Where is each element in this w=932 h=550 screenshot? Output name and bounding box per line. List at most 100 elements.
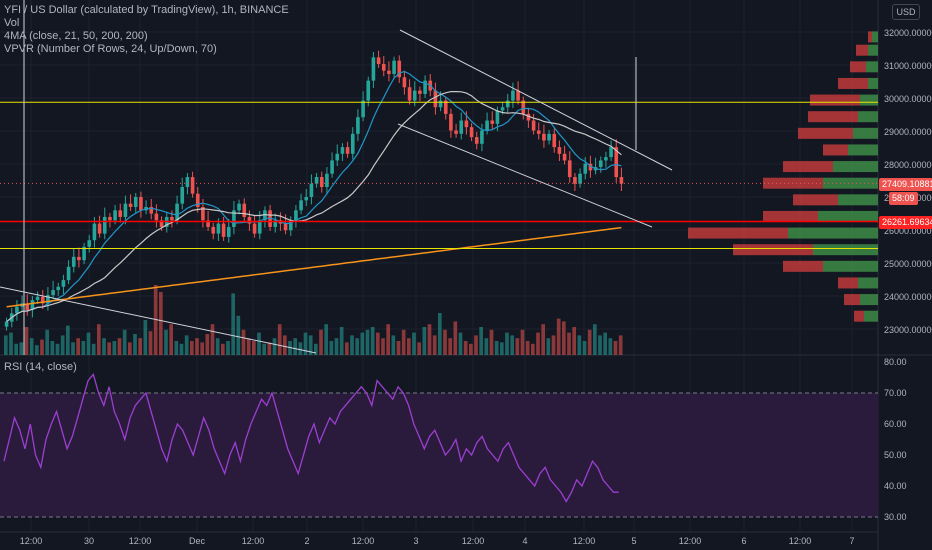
volume-bar (231, 293, 235, 355)
vpvr-up-bar (864, 310, 878, 322)
candle-body (226, 226, 231, 237)
candle-body (273, 220, 278, 227)
volume-bar (422, 327, 427, 355)
candle-body (4, 321, 9, 327)
volume-bar (174, 341, 179, 355)
candle-body (30, 300, 35, 311)
vpvr-down-bar (838, 77, 868, 89)
candle-body (294, 210, 298, 221)
volume-bar (117, 338, 122, 355)
candle-body (309, 183, 314, 197)
vpvr-legend[interactable]: VPVR (Number Of Rows, 24, Up/Down, 70) (4, 43, 217, 55)
red-level-tag: 26261.69634 (879, 216, 932, 229)
ma-legend[interactable]: 4MA (close, 21, 50, 200, 200) (4, 30, 148, 42)
vpvr-up-bar (860, 94, 878, 106)
candle-body (51, 290, 55, 296)
time-axis: 12:00 30 12:00 Dec 12:00 2 12:00 3 12:00 4 12:00 5 1… (20, 536, 855, 546)
price-axis-label: 26000.000000 (884, 226, 932, 236)
candle-body (619, 177, 624, 184)
candle-body (123, 203, 128, 217)
volume-bar (618, 335, 623, 355)
volume-bar (494, 341, 499, 355)
candle-body (154, 213, 159, 221)
vpvr-up-bar (860, 294, 878, 306)
volume-bar (613, 341, 618, 355)
candle-body (113, 210, 117, 221)
vpvr-down-bar (856, 44, 868, 56)
rsi-legend[interactable]: RSI (14, close) (4, 361, 77, 373)
candle-body (288, 220, 293, 231)
volume-bar (365, 329, 370, 355)
rsi-axis: 80.00 70.00 60.00 50.00 40.00 30.00 (884, 357, 907, 522)
candle-body (350, 133, 355, 154)
vpvr-down-bar (868, 31, 872, 43)
time-axis-label: 3 (413, 536, 418, 546)
vpvr-up-bar (868, 77, 878, 89)
time-axis-label: 7 (849, 536, 854, 546)
candle-body (304, 197, 309, 201)
candle-body (376, 57, 381, 64)
candle-body (102, 216, 107, 234)
candle-body (578, 173, 582, 184)
volume-bar (241, 329, 246, 355)
volume-bar (205, 334, 210, 355)
time-axis-label: 12:00 (352, 536, 375, 546)
rsi-axis-label: 30.00 (884, 512, 907, 522)
volume-bar (303, 332, 308, 355)
volume-bar (308, 335, 313, 355)
volume-bar (484, 338, 489, 355)
volume-legend[interactable]: Vol (4, 17, 20, 29)
vpvr-up-bar (853, 127, 878, 139)
candle-body (149, 206, 154, 214)
candle-body (438, 100, 443, 108)
vpvr-down-bar (844, 294, 860, 306)
candle-body (319, 177, 324, 188)
candle-body (464, 120, 469, 128)
vpvr-down-bar (688, 227, 788, 239)
volume-bar (438, 313, 442, 355)
candle-body (397, 60, 402, 78)
volume-bar (169, 324, 173, 355)
candle-body (356, 117, 360, 134)
candle-body (598, 160, 603, 168)
candle-body (216, 223, 221, 234)
candle-body (485, 120, 489, 131)
candle-body (40, 296, 45, 304)
time-axis-label: 12:00 (242, 536, 265, 546)
volume-bar (593, 324, 597, 355)
candle-body (190, 177, 195, 194)
candle-body (526, 113, 531, 121)
rsi-axis-label: 70.00 (884, 388, 907, 398)
vpvr-down-bar (763, 210, 818, 222)
volume-bar (143, 320, 148, 355)
price-axis-label: 31000.000000 (884, 61, 932, 71)
volume-bar (66, 325, 70, 355)
candle-body (516, 90, 520, 101)
volume-bar (91, 343, 96, 355)
vpvr-down-bar (823, 144, 848, 156)
volume-bar (469, 343, 473, 355)
candle-body (392, 60, 396, 74)
volume-bar (102, 338, 106, 355)
volume-bar (86, 332, 91, 355)
volume-bar (324, 324, 328, 355)
candle-body (180, 187, 185, 204)
vpvr-up-bar (872, 31, 878, 43)
volume-bar (272, 338, 277, 355)
volume-bar (489, 329, 494, 355)
volume-bar (407, 338, 411, 355)
candle-body (221, 223, 226, 237)
candle-body (557, 147, 562, 154)
volume-bar (200, 342, 204, 355)
channel-upper-trendline (399, 29, 673, 171)
candle-body (87, 240, 92, 247)
volume-bar (458, 332, 463, 355)
volume-bar (453, 321, 458, 355)
volume-bar (603, 332, 607, 355)
currency-button[interactable]: USD (892, 4, 920, 20)
volume-bar (97, 324, 101, 355)
symbol-legend[interactable]: YFI / US Dollar (calculated by TradingVi… (4, 4, 289, 16)
price-axis-label: 24000.000000 (884, 292, 932, 302)
volume-bar (582, 341, 587, 355)
